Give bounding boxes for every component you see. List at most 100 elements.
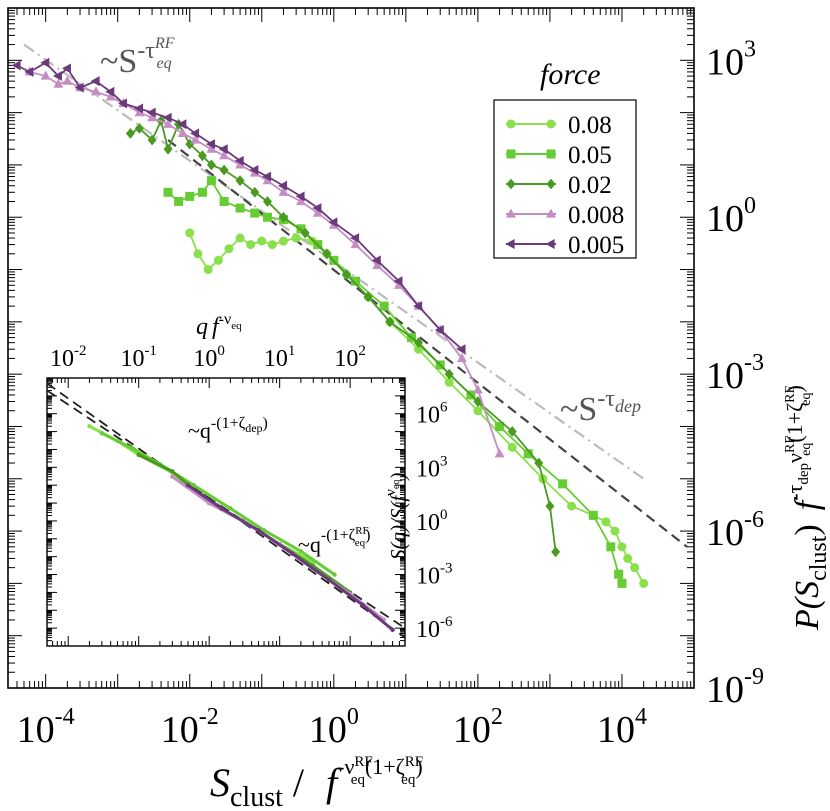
y-tick-label: 10-9 bbox=[706, 664, 764, 711]
data-point-0.08 bbox=[567, 501, 577, 511]
x-tick-exp: 2 bbox=[491, 704, 503, 730]
data-point-0.05 bbox=[523, 449, 533, 459]
inset-annotation-zeta-eq-rf-sub: eq bbox=[355, 537, 366, 549]
x-tick-base: 10 bbox=[334, 346, 358, 372]
data-point-0.005 bbox=[278, 180, 288, 191]
x-tick-label: 100 bbox=[309, 704, 359, 751]
data-point-0.05 bbox=[351, 276, 361, 286]
x-tick-label: 101 bbox=[264, 343, 296, 372]
series-0.005 bbox=[11, 57, 466, 355]
y-tick-base: 10 bbox=[416, 564, 440, 590]
data-point-0.08 bbox=[278, 236, 288, 246]
data-point-0.02 bbox=[147, 134, 157, 146]
legend-item-0.005: 0.005 bbox=[505, 232, 624, 259]
y-title-paren: (1+ζ bbox=[782, 403, 807, 443]
y-tick-label: 100 bbox=[706, 193, 756, 240]
x-tick-label: 10-2 bbox=[161, 704, 219, 751]
data-point-0.05 bbox=[332, 572, 337, 577]
legend-item-0.008: 0.008 bbox=[506, 202, 624, 229]
x-title-exp-nu-sup: RF bbox=[354, 754, 372, 770]
data-point-0.02 bbox=[300, 227, 310, 239]
legend-label: 0.008 bbox=[568, 202, 624, 229]
data-point-0.08 bbox=[213, 255, 223, 265]
inset-annotation-zeta-eq-rf-exp: -(1+ζ bbox=[321, 527, 356, 544]
data-point-0.005 bbox=[249, 165, 259, 175]
inset-x-q: q bbox=[196, 314, 208, 340]
data-point-0.02 bbox=[125, 128, 135, 139]
legend-title: force bbox=[540, 58, 601, 91]
data-point-0.008 bbox=[53, 78, 64, 88]
data-point-0.008 bbox=[219, 150, 230, 160]
reference-line-slope-tau-dep bbox=[167, 139, 688, 548]
x-tick-base: 10 bbox=[453, 709, 491, 751]
x-tick-label: 102 bbox=[453, 704, 503, 751]
x-tick-label: 10-4 bbox=[17, 704, 75, 751]
annotation-tau-dep: ~S-τdep bbox=[560, 386, 641, 428]
y-title-nu-sub: eq bbox=[799, 443, 814, 456]
data-point-0.005 bbox=[52, 71, 62, 82]
data-point-0.005 bbox=[162, 112, 172, 123]
y-tick-label: 10-3 bbox=[416, 561, 453, 590]
data-point-0.08 bbox=[291, 233, 301, 243]
inset-ticks bbox=[46, 377, 406, 647]
inset-x-exp: -ν bbox=[219, 311, 232, 328]
main-series bbox=[11, 57, 649, 588]
data-point-0.05 bbox=[235, 203, 245, 213]
main-ticks bbox=[7, 7, 695, 689]
x-tick-base: 10 bbox=[597, 709, 635, 751]
inset-annotation-zeta-dep-close: ) bbox=[263, 415, 268, 432]
data-point-0.008 bbox=[296, 196, 306, 206]
data-point-0.02 bbox=[444, 368, 454, 380]
y-tick-label: 10-3 bbox=[706, 350, 764, 397]
legend-label: 0.05 bbox=[568, 142, 612, 169]
data-point-0.08 bbox=[87, 424, 92, 429]
x-tick-exp: -4 bbox=[55, 704, 75, 730]
legend-box bbox=[493, 99, 637, 259]
data-point-0.02 bbox=[506, 178, 516, 190]
y-tick-base: 10 bbox=[706, 41, 744, 83]
y-title-exp: -τ bbox=[782, 484, 807, 500]
y-title-p-close: ) bbox=[789, 524, 826, 535]
x-tick-base: 10 bbox=[17, 709, 55, 751]
data-point-0.005 bbox=[218, 144, 228, 155]
y-tick-label: 10-6 bbox=[416, 614, 453, 643]
reference-line-slope-zeta-dep bbox=[46, 382, 406, 639]
data-point-0.005 bbox=[413, 301, 423, 312]
y-title-exp-sub: dep bbox=[796, 463, 812, 485]
x-title-exp-zeta-sup: RF bbox=[405, 754, 423, 770]
y-title-close: ) bbox=[782, 385, 807, 392]
data-point-0.05 bbox=[219, 196, 229, 206]
inset-annotation-zeta-dep-exp: -(1+ζ bbox=[211, 415, 246, 432]
inset-x-exp-sub: eq bbox=[231, 320, 242, 332]
y-tick-exp: 6 bbox=[440, 400, 448, 416]
data-point-0.02 bbox=[250, 186, 260, 198]
x-tick-label: 100 bbox=[193, 343, 225, 372]
x-title-exp-nu-sub: eq bbox=[351, 772, 366, 788]
data-point-0.08 bbox=[601, 517, 611, 527]
data-point-0.08 bbox=[444, 377, 454, 387]
data-point-0.08 bbox=[630, 563, 640, 573]
data-point-0.05 bbox=[617, 578, 627, 588]
data-point-0.02 bbox=[507, 426, 517, 437]
data-point-0.008 bbox=[312, 207, 323, 217]
data-point-0.005 bbox=[393, 276, 403, 287]
inset-annotation-zeta-eq-rf-sup: RF bbox=[355, 525, 368, 537]
y-title-zeta-sub: eq bbox=[799, 392, 814, 405]
data-point-0.008 bbox=[170, 474, 175, 479]
annotation-tau-dep-text: ~S bbox=[560, 391, 597, 428]
inset-y-close: ) bbox=[386, 473, 410, 481]
y-title-nu: ν bbox=[782, 453, 807, 463]
x-tick-exp: -2 bbox=[199, 704, 219, 730]
x-tick-label: 10-1 bbox=[120, 343, 157, 372]
data-point-0.08 bbox=[546, 119, 556, 129]
data-point-0.02 bbox=[363, 291, 373, 303]
data-point-0.02 bbox=[534, 457, 544, 469]
data-point-0.02 bbox=[219, 164, 229, 176]
data-point-0.08 bbox=[639, 578, 649, 588]
data-point-0.008 bbox=[62, 75, 73, 85]
legend-label: 0.02 bbox=[568, 172, 612, 199]
legend-label: 0.005 bbox=[568, 232, 624, 259]
y-tick-exp: -6 bbox=[744, 507, 764, 533]
data-point-0.02 bbox=[322, 248, 332, 260]
inset-x-f: f bbox=[212, 314, 222, 340]
